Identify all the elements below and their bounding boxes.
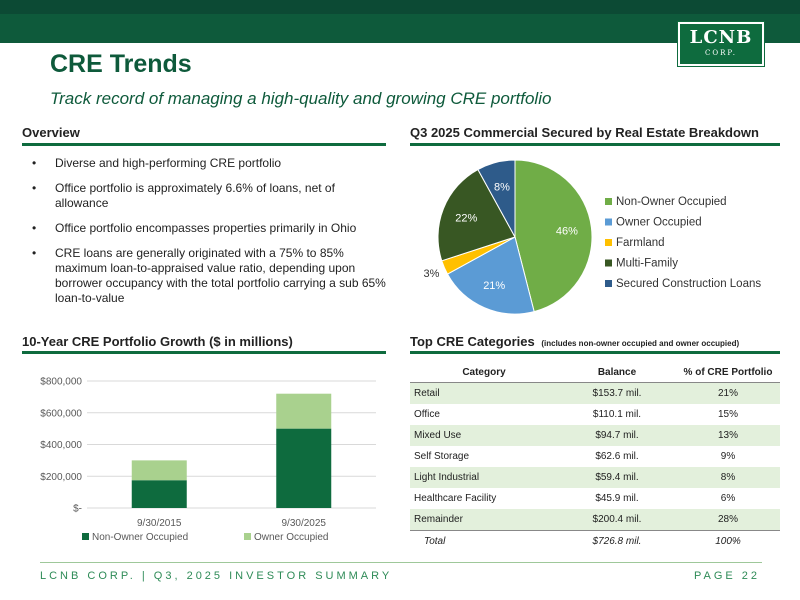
bar-y-tick-label: $400,000: [40, 440, 82, 451]
footer-title: LCNB CORP. | Q3, 2025 INVESTOR SUMMARY: [40, 570, 393, 582]
cell-category: Light Industrial: [410, 467, 558, 488]
bar-y-tick-label: $600,000: [40, 408, 82, 419]
cell-category: Mixed Use: [410, 425, 558, 446]
bar-segment: [276, 393, 332, 429]
table-row: Mixed Use $94.7 mil. 13%: [410, 425, 780, 446]
company-logo: LCNB CORP.: [678, 22, 764, 66]
table-rule: [410, 351, 780, 354]
table-row: Retail $153.7 mil. 21%: [410, 382, 780, 404]
cell-category: Retail: [410, 382, 558, 404]
top-bar: [0, 0, 800, 14]
cell-category: Healthcare Facility: [414, 493, 497, 504]
page-subtitle: Track record of managing a high-quality …: [50, 89, 552, 108]
pie-legend-swatch: [605, 218, 612, 226]
bar-legend-swatch: [82, 533, 89, 540]
bar-legend-label: Non-Owner Occupied: [92, 532, 188, 543]
pie-legend-label: Multi-Family: [616, 258, 678, 270]
bar-legend-swatch: [244, 533, 251, 540]
overview-bullet-list: Diverse and high-performing CRE portfoli…: [30, 156, 390, 316]
pie-slice-label: 22%: [455, 213, 477, 225]
pie-chart: 46% 21% 3% 22% 8% Non-Owner Occupied Owner Occ…: [424, 159, 761, 315]
cell-percent: 13%: [676, 425, 780, 446]
cell-balance: $45.9 mil.: [595, 493, 639, 504]
cell-percent: 28%: [676, 509, 780, 531]
pie-slice: [514, 159, 593, 313]
top-bar-band: [0, 14, 800, 43]
cell-percent: 21%: [676, 382, 780, 404]
cell-percent: 8%: [676, 467, 780, 488]
pie-slice-label: 8%: [494, 181, 510, 193]
pie-legend-label: Non-Owner Occupied: [616, 196, 727, 208]
col-header-balance: Balance: [558, 362, 676, 383]
bar-heading: 10-Year CRE Portfolio Growth ($ in milli…: [22, 334, 293, 349]
total-balance: $726.8 mil.: [558, 530, 676, 552]
overview-bullet: Diverse and high-performing CRE portfoli…: [30, 156, 390, 171]
pie-legend-label: Farmland: [616, 237, 665, 249]
cell-category: Self Storage: [414, 451, 470, 462]
col-header-percent: % of CRE Portfolio: [676, 362, 780, 383]
overview-bullet: Office portfolio is approximately 6.6% o…: [30, 181, 390, 211]
cell-balance: $94.7 mil.: [558, 425, 676, 446]
pie-legend-label: Owner Occupied: [616, 217, 702, 229]
cell-balance: $200.4 mil.: [558, 509, 676, 531]
pie-slice: [446, 236, 535, 315]
overview-heading: Overview: [22, 125, 80, 140]
cell-percent: 15%: [717, 409, 738, 420]
cell-percent: 6%: [720, 493, 736, 504]
pie-legend-label: Secured Construction Loans: [616, 278, 761, 290]
pie-legend-swatch: [605, 198, 612, 205]
cre-categories-table: Category Balance % of CRE Portfolio Reta…: [410, 362, 780, 552]
bar-segment: [276, 428, 332, 508]
pie-slice-label: 3%: [424, 268, 440, 280]
pie-legend-swatch: [605, 280, 612, 287]
pie-rule: [410, 143, 780, 146]
bar-chart: $- $200,000 $400,000 $600,000 $800,000 9/30/2…: [40, 377, 376, 543]
table-heading-note: (includes non-owner occupied and owner o…: [541, 339, 740, 348]
table-row: Self Storage $62.6 mil. 9%: [410, 446, 780, 467]
total-percent: 100%: [676, 530, 780, 552]
overview-rule: [22, 143, 386, 146]
cell-balance: $62.6 mil.: [595, 451, 639, 462]
pie-legend-swatch: [605, 259, 612, 267]
table-total-row: Total $726.8 mil. 100%: [410, 530, 780, 552]
overview-bullet: CRE loans are generally originated with …: [30, 246, 390, 306]
logo-text: LCNB: [689, 27, 753, 48]
table-heading: Top CRE Categories (includes non-owner o…: [410, 334, 739, 349]
page-number: PAGE 22: [694, 570, 761, 582]
pie-slice-label: 21%: [483, 280, 505, 292]
page-title: CRE Trends: [50, 50, 192, 78]
pie-heading: Q3 2025 Commercial Secured by Real Estat…: [410, 125, 759, 140]
col-header-category: Category: [410, 362, 558, 383]
pie-slice-label: 46%: [556, 225, 578, 237]
logo-subtext: CORP.: [705, 49, 737, 57]
bar-rule: [22, 351, 386, 354]
cell-balance: $153.7 mil.: [558, 382, 676, 404]
bar-segment: [131, 480, 187, 508]
cell-balance: $110.1 mil.: [592, 409, 642, 420]
footer-rule: [40, 562, 762, 563]
bar-segment: [131, 460, 187, 481]
bar-y-tick-label: $-: [73, 504, 82, 515]
pie-slice: [477, 159, 516, 238]
table-heading-title: Top CRE Categories: [410, 334, 535, 349]
table-row: Office $110.1 mil. 15%: [410, 404, 780, 425]
bar-legend-label: Owner Occupied: [254, 532, 328, 543]
bar-y-tick-label: $200,000: [40, 472, 82, 483]
bar-y-tick-label: $800,000: [40, 377, 82, 388]
pie-legend-swatch: [605, 239, 612, 246]
table-row: Healthcare Facility $45.9 mil. 6%: [410, 488, 780, 509]
cell-category: Remainder: [410, 509, 558, 531]
bar-x-tick-label: 9/30/2025: [282, 518, 327, 529]
total-label: Total: [410, 530, 558, 552]
table-header-row: Category Balance % of CRE Portfolio: [410, 362, 780, 383]
bar-x-tick-label: 9/30/2015: [137, 518, 182, 529]
cell-category: Office: [414, 409, 440, 420]
table-row: Light Industrial $59.4 mil. 8%: [410, 467, 780, 488]
overview-bullet: Office portfolio encompasses properties …: [30, 221, 390, 236]
cell-balance: $59.4 mil.: [558, 467, 676, 488]
cell-percent: 9%: [720, 451, 736, 462]
pie-slice: [437, 168, 516, 262]
table-row: Remainder $200.4 mil. 28%: [410, 509, 780, 531]
